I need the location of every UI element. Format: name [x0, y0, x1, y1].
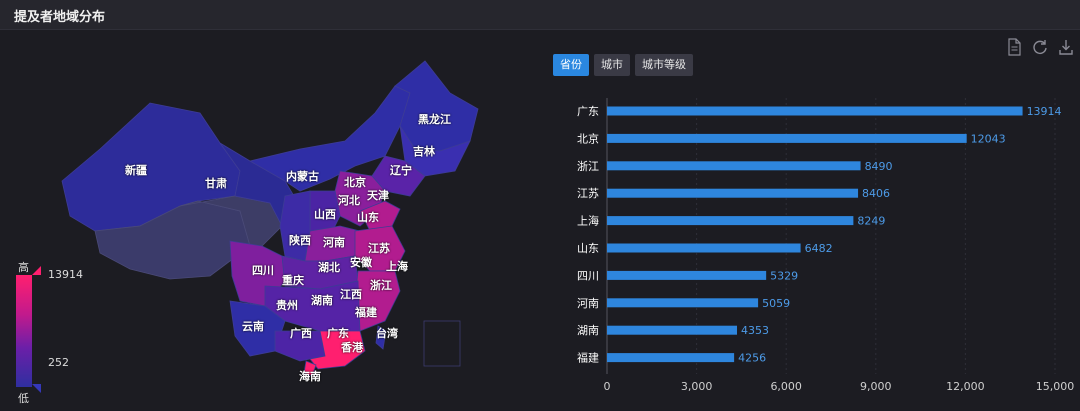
value-label: 13914 [1027, 105, 1062, 118]
map-label: 天津 [367, 189, 389, 202]
china-map [61, 60, 479, 377]
category-label: 广东 [577, 105, 599, 118]
legend-color-scale[interactable] [16, 275, 32, 387]
download-icon[interactable] [1058, 38, 1074, 56]
panel-title: 提及者地域分布 [14, 10, 106, 25]
x-tick-label: 6,000 [770, 380, 802, 393]
map-label: 江苏 [368, 242, 390, 255]
map-label: 山西 [314, 208, 336, 221]
bar[interactable] [607, 216, 854, 226]
map-label: 河北 [338, 194, 360, 207]
map-label: 广西 [290, 327, 312, 340]
bar[interactable] [607, 106, 1023, 116]
value-label: 8406 [862, 187, 890, 200]
map-label: 贵州 [276, 299, 298, 312]
map-label: 安徽 [350, 256, 372, 269]
category-label: 河南 [577, 297, 599, 310]
refresh-icon[interactable] [1032, 38, 1048, 56]
map-label: 辽宁 [390, 164, 412, 177]
bar[interactable] [607, 353, 735, 363]
map-label: 重庆 [282, 274, 304, 287]
legend-max-value: 13914 [48, 268, 83, 281]
map-region-shaanxi[interactable] [279, 190, 311, 262]
chart-toolbar [1006, 38, 1074, 56]
map-label: 内蒙古 [286, 170, 319, 183]
tab-city[interactable]: 城市 [594, 54, 630, 76]
map-label: 北京 [344, 176, 366, 189]
map-label: 广东 [327, 327, 349, 340]
map-label: 云南 [242, 320, 264, 333]
bar[interactable] [607, 298, 759, 308]
map-region-shandong[interactable] [359, 200, 401, 232]
tab-province[interactable]: 省份 [553, 54, 589, 76]
legend-low-label: 低 [18, 392, 29, 405]
x-tick-label: 0 [604, 380, 611, 393]
x-tick-label: 12,000 [946, 380, 985, 393]
category-label: 上海 [577, 214, 599, 228]
document-icon[interactable] [1006, 38, 1022, 56]
map-label: 甘肃 [205, 177, 227, 190]
map-label: 湖北 [318, 261, 340, 274]
map-region-guangdong[interactable] [309, 330, 366, 370]
legend-high-label: 高 [18, 261, 29, 274]
map-label: 上海 [386, 260, 408, 273]
category-label: 北京 [577, 131, 599, 145]
map-label: 陕西 [289, 234, 311, 247]
value-label: 5329 [770, 269, 798, 282]
value-label: 6482 [805, 242, 833, 255]
value-label: 12043 [971, 132, 1006, 145]
category-label: 湖南 [577, 324, 599, 337]
value-label: 8490 [865, 160, 893, 173]
value-label: 4353 [741, 324, 769, 337]
legend-max-handle[interactable] [32, 266, 41, 275]
value-label: 5059 [762, 297, 790, 310]
category-label: 福建 [577, 351, 599, 365]
china-map-panel: 新疆 甘肃 内蒙古 黑龙江 吉林 辽宁 北京 天津 河北 山西 山东 陕西 河南… [0, 31, 540, 411]
value-label: 4256 [738, 352, 766, 365]
map-label: 江西 [340, 288, 362, 301]
category-label: 山东 [577, 242, 599, 255]
map-label: 河南 [323, 236, 345, 249]
map-label: 新疆 [125, 164, 147, 177]
dimension-tabs: 省份 城市 城市等级 [553, 54, 693, 76]
map-region-hainan[interactable] [303, 360, 317, 377]
map-label: 吉林 [413, 145, 435, 158]
bar[interactable] [607, 188, 859, 198]
map-label: 福建 [355, 306, 377, 319]
tab-city-tier[interactable]: 城市等级 [635, 54, 693, 76]
value-label: 8249 [857, 215, 885, 228]
bar[interactable] [607, 270, 767, 280]
legend-min-handle[interactable] [32, 384, 41, 393]
category-label: 江苏 [577, 187, 599, 200]
category-label: 四川 [577, 269, 599, 282]
bar[interactable] [607, 133, 967, 143]
map-label: 四川 [252, 264, 274, 277]
bar[interactable] [607, 243, 801, 253]
map-region-taiwan[interactable] [375, 325, 387, 350]
x-tick-label: 9,000 [860, 380, 892, 393]
legend-min-value: 252 [48, 356, 69, 369]
map-label: 海南 [299, 370, 321, 383]
x-tick-label: 3,000 [681, 380, 713, 393]
panel-header: 提及者地域分布 [0, 0, 1080, 30]
map-label: 台湾 [376, 327, 398, 340]
bar[interactable] [607, 161, 861, 171]
x-tick-label: 15,000 [1036, 380, 1075, 393]
south-sea-inset [423, 320, 461, 367]
map-region-hubei[interactable] [281, 255, 359, 290]
map-label: 黑龙江 [418, 113, 451, 126]
bar[interactable] [607, 325, 738, 335]
map-label: 香港 [341, 341, 363, 354]
category-label: 浙江 [577, 160, 599, 173]
map-label: 浙江 [370, 279, 392, 292]
map-label: 湖南 [311, 294, 333, 307]
map-label: 山东 [357, 211, 379, 224]
province-bar-chart: 广东 13914 北京 12043 浙江 8490 江苏 8406 上海 8249 山东 6482 四川… [577, 98, 1075, 393]
